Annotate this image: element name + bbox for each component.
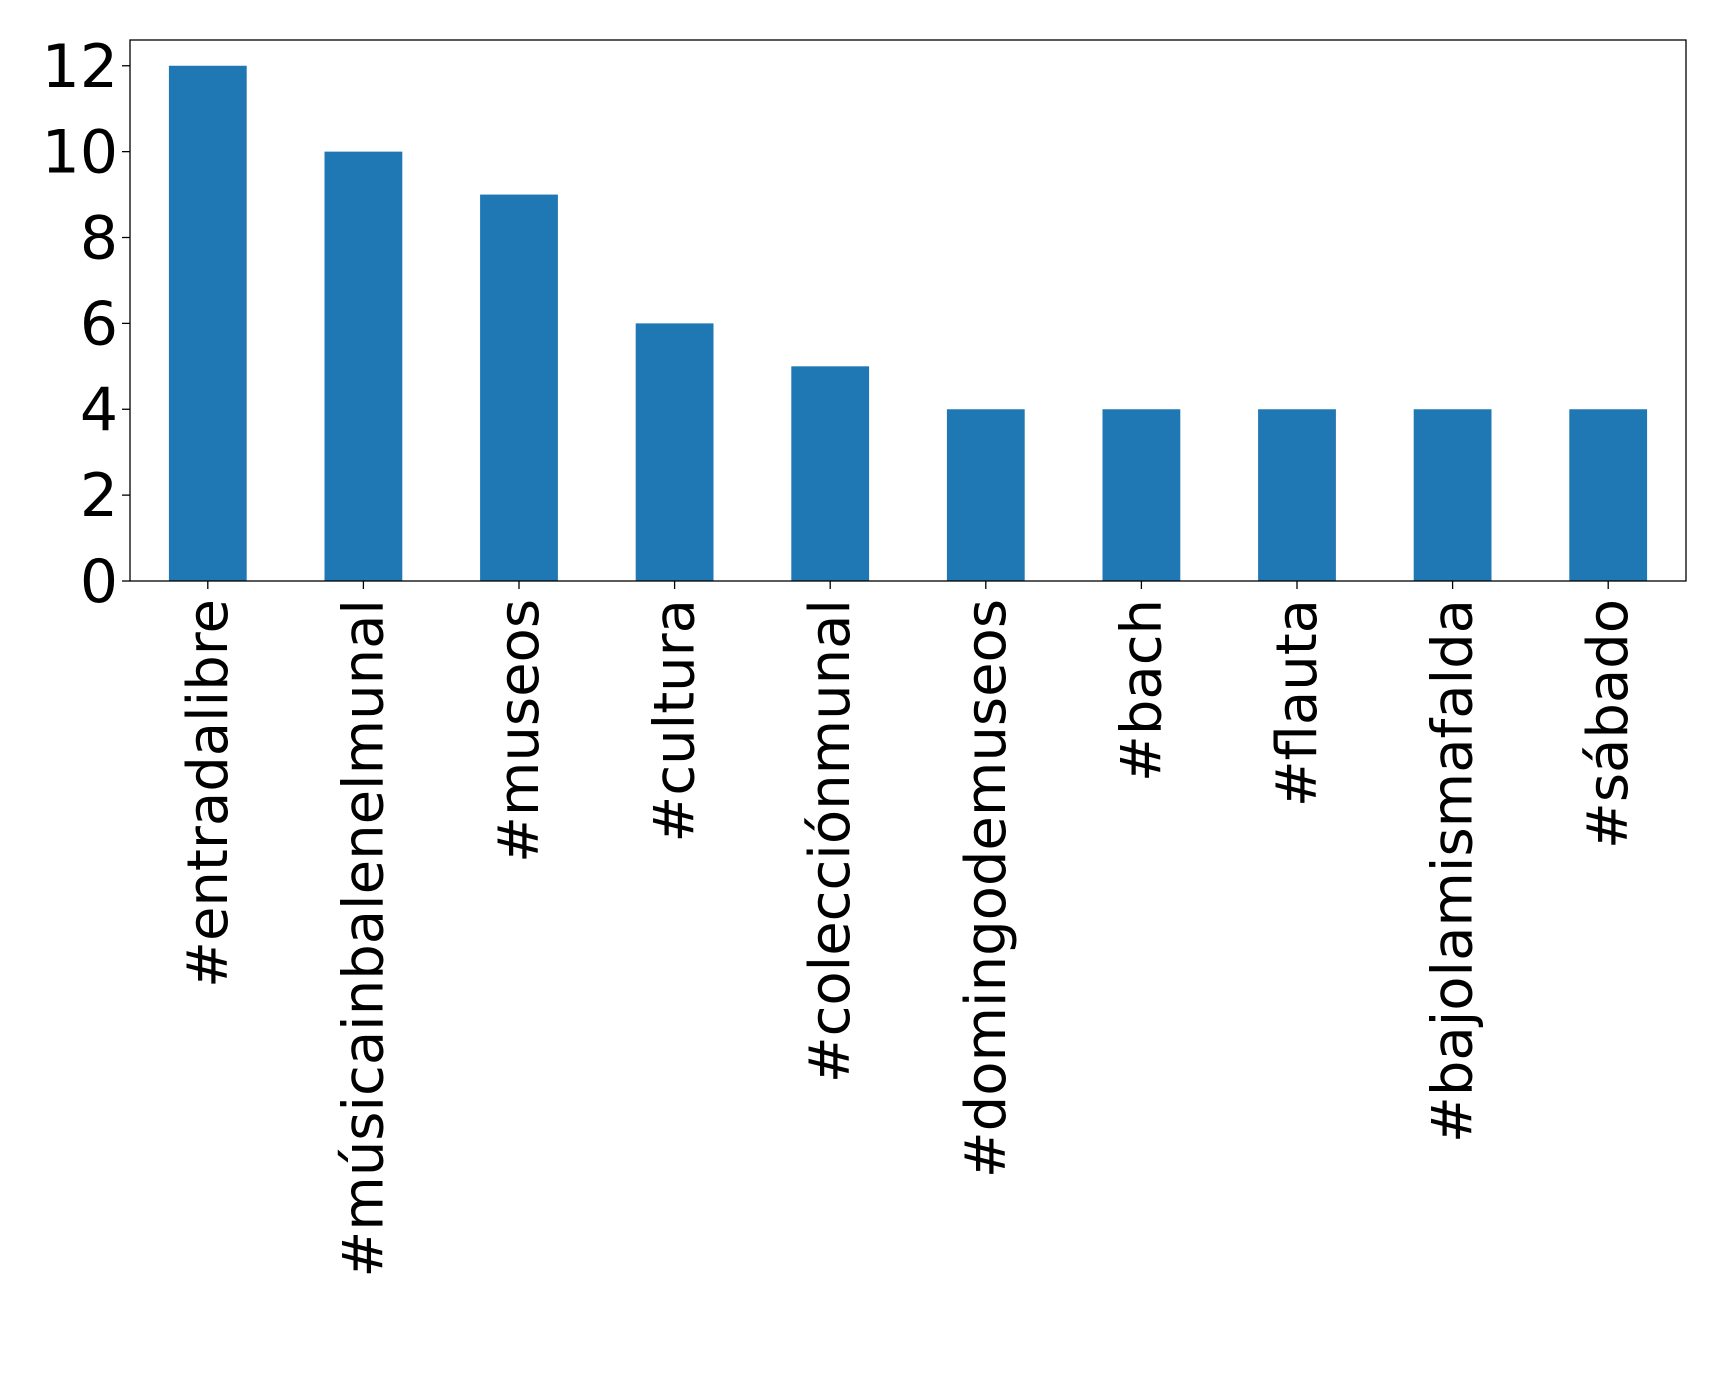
x-tick-label: #entradalibre (176, 599, 241, 988)
x-tick-label: #flauta (1265, 599, 1330, 807)
bar (791, 366, 870, 581)
x-tick-label: #bach (1109, 599, 1174, 782)
bar (1413, 409, 1492, 581)
bar (946, 409, 1025, 581)
x-tick-label: #bajolamismafalda (1421, 599, 1486, 1143)
x-tick-label: #domingodemuseos (954, 599, 1019, 1178)
bar (324, 151, 403, 581)
y-axis: 0 2 4 6 8 10 12 (42, 32, 130, 617)
x-tick-label: #museos (487, 599, 552, 863)
x-tick-label: #sábado (1576, 599, 1641, 849)
bar (1102, 409, 1181, 581)
bar (1258, 409, 1336, 581)
x-tick-label: #músicainbalenelmunal (331, 599, 396, 1278)
bars-group (168, 65, 1648, 582)
y-tick-label: 12 (42, 32, 118, 102)
bar (635, 323, 714, 581)
bar (1569, 409, 1648, 581)
y-tick-label: 10 (42, 118, 118, 188)
bar (480, 194, 558, 582)
plot-frame (129, 39, 1687, 582)
y-tick-label: 4 (80, 375, 118, 445)
y-tick-label: 0 (80, 547, 118, 617)
y-tick-label: 2 (80, 461, 118, 531)
x-tick-label: #colecciónmunal (798, 599, 863, 1083)
x-axis: #entradalibre #músicainbalenelmunal #museo… (176, 581, 1641, 1278)
y-tick-label: 8 (80, 204, 118, 274)
x-tick-label: #cultura (643, 599, 708, 843)
y-tick-label: 6 (80, 289, 118, 359)
bar (168, 65, 247, 581)
